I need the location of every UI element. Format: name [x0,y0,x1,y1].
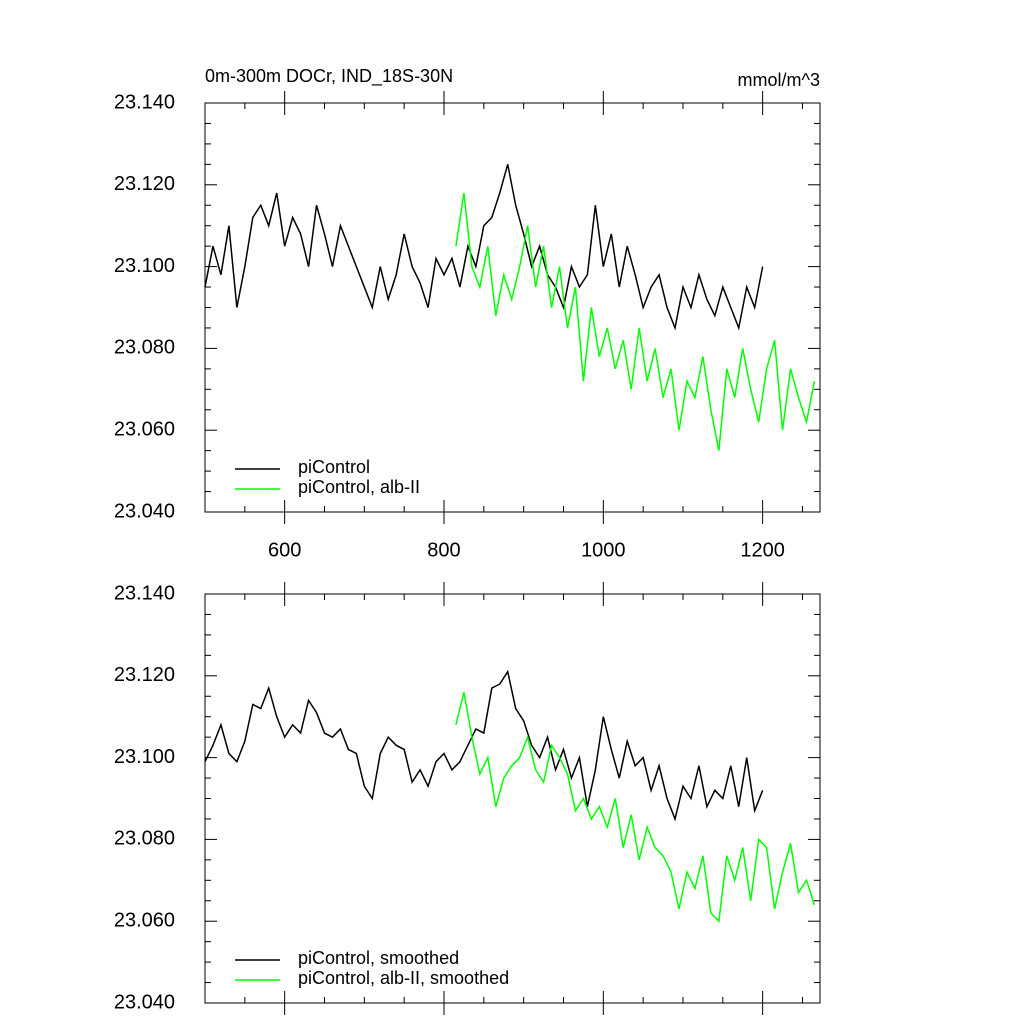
legend-label: piControl [298,457,370,477]
x-tick-label: 600 [268,539,301,561]
x-tick-label: 800 [427,539,460,561]
y-tick-label: 23.080 [114,828,175,850]
y-tick-label: 23.080 [114,337,175,359]
data-line [455,192,816,451]
y-tick-label: 23.120 [114,173,175,195]
y-tick-label: 23.140 [114,91,175,113]
y-tick-label: 23.120 [114,664,175,686]
y-tick-label: 23.040 [114,500,175,522]
plot-frame [204,593,821,1004]
y-tick-label: 23.040 [114,991,175,1013]
x-tick-label: 1000 [581,539,626,561]
chart-title: 0m-300m DOCr, IND_18S-30N [205,66,453,87]
legend-label: piControl, alb-II [298,477,420,497]
y-tick-label: 23.140 [114,582,175,604]
y-tick-label: 23.100 [114,746,175,768]
legend-label: piControl, smoothed [298,948,459,968]
y-tick-label: 23.060 [114,909,175,931]
plot-frame [204,102,821,513]
y-tick-label: 23.060 [114,418,175,440]
y-tick-label: 23.100 [114,255,175,277]
x-tick-label: 1200 [740,539,785,561]
data-line [204,669,764,822]
legend-label: piControl, alb-II, smoothed [298,968,509,988]
units-label: mmol/m^3 [738,70,820,90]
data-line [455,691,816,923]
data-line [204,164,764,331]
